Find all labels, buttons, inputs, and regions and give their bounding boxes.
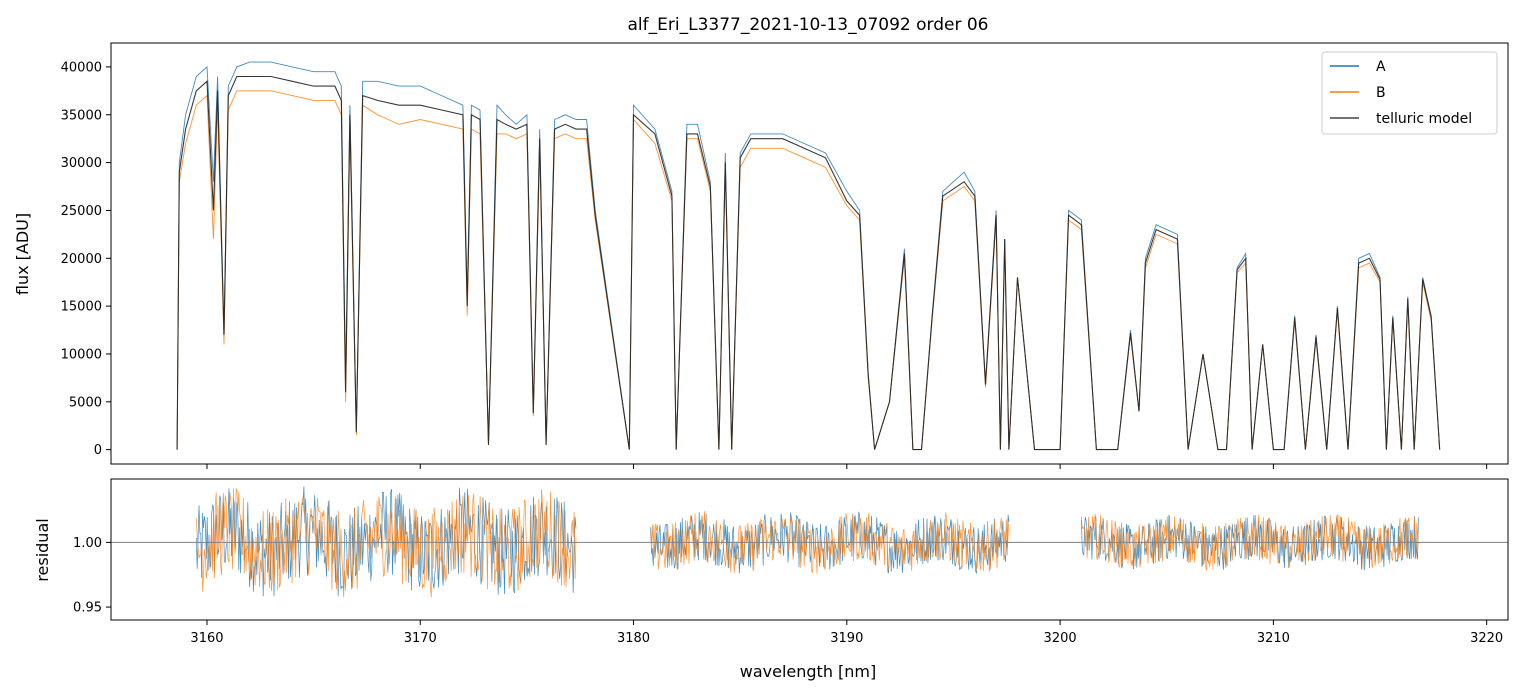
flux-y-tick-label: 30000	[61, 156, 102, 171]
residual-y-tick-label: 1.00	[73, 536, 102, 551]
residual-x-tick-label: 3220	[1470, 631, 1503, 646]
legend-label-telluric: telluric model	[1376, 111, 1472, 127]
residual-x-tick-label: 3180	[617, 631, 650, 646]
flux-y-ticks: 0 5000 10000 15000 20000 25000 30000 35000 40000	[61, 60, 111, 458]
x-axis-label: wavelength [nm]	[740, 662, 877, 681]
residual-series-group	[195, 486, 1419, 598]
flux-plot: 0 5000 10000 15000 20000 25000 30000 35000 40000…	[13, 42, 1509, 469]
flux-y-tick-label: 35000	[61, 108, 102, 123]
flux-y-tick-label: 15000	[61, 300, 102, 315]
legend-label-b: B	[1376, 85, 1386, 101]
residual-plot: 0.95 1.00 3160 3170 3180 3190 3200 3210 3220 re…	[33, 478, 1509, 681]
residual-x-tick-label: 3190	[830, 631, 863, 646]
residual-x-tick-label: 3210	[1257, 631, 1290, 646]
flux-y-axis-label: flux [ADU]	[13, 213, 32, 295]
residual-series-b	[195, 488, 577, 598]
legend-frame	[1321, 51, 1498, 135]
residual-x-tick-label: 3170	[404, 631, 437, 646]
legend: A B telluric model	[1321, 51, 1498, 135]
legend-label-a: A	[1376, 59, 1386, 75]
residual-plot-frame	[110, 478, 1509, 621]
flux-y-tick-label: 40000	[61, 60, 102, 75]
residual-y-axis-label: residual	[33, 518, 52, 581]
residual-series-b	[1081, 513, 1419, 571]
residual-y-ticks: 0.95 1.00	[73, 536, 111, 616]
flux-plot-frame	[110, 42, 1509, 465]
flux-y-tick-label: 5000	[69, 395, 102, 410]
residual-x-tick-label: 3160	[190, 631, 223, 646]
chart-title: alf_Eri_L3377_2021-10-13_07092 order 06	[628, 15, 989, 35]
flux-series-telluric-model	[176, 75, 1441, 451]
flux-series-group	[176, 61, 1441, 451]
flux-y-tick-label: 20000	[61, 252, 102, 267]
residual-series-b	[650, 510, 1010, 574]
residual-y-tick-label: 0.95	[73, 601, 102, 616]
flux-y-tick-label: 0	[94, 443, 102, 458]
flux-y-tick-label: 10000	[61, 347, 102, 362]
flux-x-ticks	[206, 464, 1488, 469]
residual-series-a	[195, 486, 577, 597]
residual-x-ticks: 3160 3170 3180 3190 3200 3210 3220	[190, 620, 1503, 646]
residual-x-tick-label: 3200	[1044, 631, 1077, 646]
flux-y-tick-label: 25000	[61, 204, 102, 219]
